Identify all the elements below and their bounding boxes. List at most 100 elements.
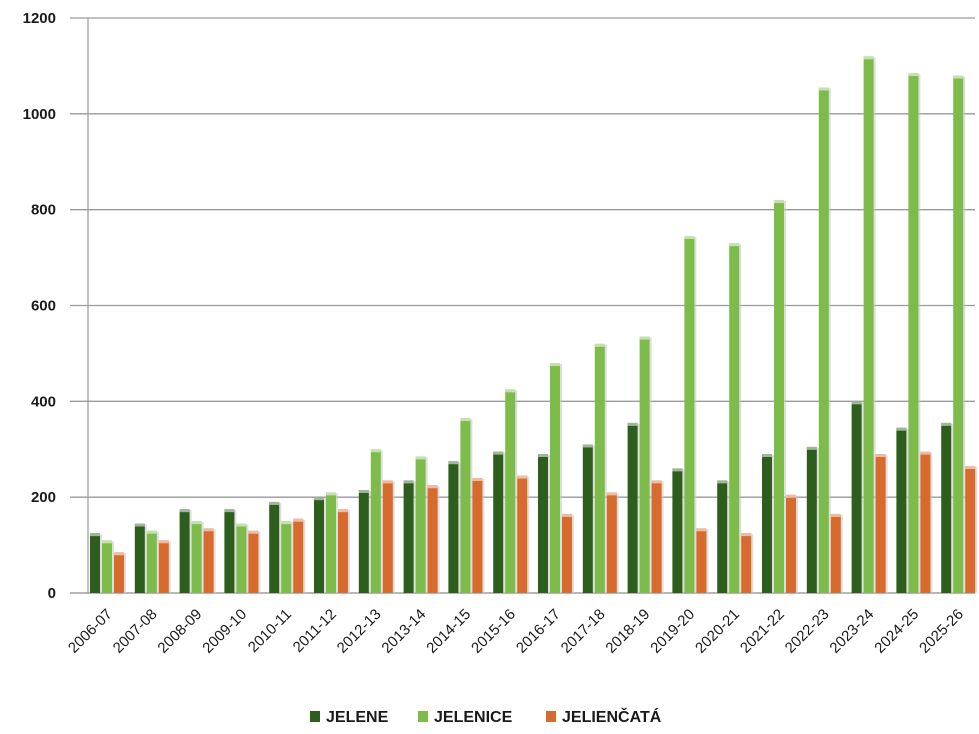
x-tick-label-2024-25: 2024-25 xyxy=(871,606,922,657)
bar-jelenice-2023-24 xyxy=(863,56,874,594)
x-tick-label-2008-09: 2008-09 xyxy=(154,606,205,657)
x-tick-label-2012-13: 2012-13 xyxy=(334,606,385,657)
y-tick-label-600: 600 xyxy=(31,298,56,315)
bar-top-highlight xyxy=(920,451,931,455)
bar-top-highlight xyxy=(517,475,528,479)
bar-jelienčatá-2009-10 xyxy=(248,530,259,593)
bar-jelene-2020-21 xyxy=(717,480,728,593)
bar-top-highlight xyxy=(460,418,471,422)
bar-jelene-2017-18 xyxy=(582,444,593,593)
bar-top-highlight xyxy=(191,521,202,525)
x-tick-label-2007-08: 2007-08 xyxy=(110,606,161,657)
x-tick-label-2016-17: 2016-17 xyxy=(513,606,564,657)
legend-label-jelenice: JELENICE xyxy=(434,709,513,726)
legend-swatch-jelenice xyxy=(418,711,428,722)
bar-jelene-2008-09 xyxy=(179,509,190,593)
bar-jelenice-2022-23 xyxy=(818,87,829,594)
bar-top-highlight xyxy=(953,75,964,79)
bar-jelene-2025-26 xyxy=(941,422,952,593)
bar-top-highlight xyxy=(448,461,459,465)
bar-top-highlight xyxy=(696,528,707,532)
bar-jelienčatá-2013-14 xyxy=(427,485,438,593)
legend-swatch-jelienčatá xyxy=(546,711,556,722)
bar-top-highlight xyxy=(326,492,336,496)
bar-jelienčatá-2014-15 xyxy=(472,478,483,593)
x-tick-label-2019-20: 2019-20 xyxy=(647,606,698,657)
bar-jelienčatá-2021-22 xyxy=(786,494,796,593)
x-tick-label-2015-16: 2015-16 xyxy=(468,606,519,657)
bar-top-highlight xyxy=(102,540,112,544)
bar-top-highlight xyxy=(627,422,638,426)
x-tick-label-2025-26: 2025-26 xyxy=(916,606,967,657)
bar-top-highlight xyxy=(370,449,381,453)
bar-top-highlight xyxy=(594,343,605,347)
bar-jelene-2018-19 xyxy=(627,422,638,593)
bar-top-highlight xyxy=(114,552,124,556)
bar-jelenice-2018-19 xyxy=(639,336,650,593)
bar-jelienčatá-2018-19 xyxy=(651,480,662,593)
bar-jelene-2021-22 xyxy=(762,454,772,593)
bar-top-highlight xyxy=(672,468,683,472)
bar-top-highlight xyxy=(146,530,157,534)
bar-jelienčatá-2016-17 xyxy=(562,513,572,593)
bar-jelenice-2011-12 xyxy=(326,492,336,593)
gridlines xyxy=(70,17,975,594)
bar-jelenice-2019-20 xyxy=(684,236,695,594)
bar-top-highlight xyxy=(505,389,516,393)
bar-top-highlight xyxy=(684,236,695,240)
bar-jelene-2012-13 xyxy=(358,489,369,593)
bar-top-highlight xyxy=(562,513,572,517)
bar-top-highlight xyxy=(651,480,662,484)
bar-jelenice-2017-18 xyxy=(594,343,605,593)
bar-jelenice-2016-17 xyxy=(550,363,560,593)
bar-jelenice-2014-15 xyxy=(460,418,471,593)
legend-label-jelienčatá: JELIENČATÁ xyxy=(562,707,662,726)
bar-top-highlight xyxy=(941,422,952,426)
bar-jelienčatá-2007-08 xyxy=(158,540,169,593)
bar-jelenice-2020-21 xyxy=(729,243,740,594)
bar-top-highlight xyxy=(863,56,874,60)
y-tick-label-1200: 1200 xyxy=(23,10,56,27)
bar-jelienčatá-2020-21 xyxy=(741,533,752,593)
bar-top-highlight xyxy=(472,478,483,481)
bar-top-highlight xyxy=(786,494,796,498)
bar-jelene-2010-11 xyxy=(269,501,280,593)
x-tick-label-2011-12: 2011-12 xyxy=(290,606,340,656)
x-tick-label-2020-21: 2020-21 xyxy=(692,606,743,657)
bar-top-highlight xyxy=(314,497,324,501)
x-tick-label-2014-15: 2014-15 xyxy=(423,606,474,657)
bar-top-highlight xyxy=(293,518,304,522)
bar-top-highlight xyxy=(403,480,414,484)
x-tick-label-2006-07: 2006-07 xyxy=(65,606,116,657)
bar-top-highlight xyxy=(415,456,426,460)
y-tick-label-800: 800 xyxy=(31,202,56,219)
x-axis-tick-labels: 2006-072007-082008-092009-102010-112011-… xyxy=(65,606,967,657)
bar-jelienčatá-2025-26 xyxy=(965,466,976,593)
bar-jelenice-2021-22 xyxy=(774,200,784,594)
bar-jelienčatá-2017-18 xyxy=(606,492,617,593)
x-tick-label-2013-14: 2013-14 xyxy=(378,606,429,657)
bar-jelenice-2008-09 xyxy=(191,521,202,593)
bar-jelene-2009-10 xyxy=(224,509,235,593)
bar-jelienčatá-2022-23 xyxy=(830,513,841,593)
bar-top-highlight xyxy=(493,451,504,455)
x-tick-label-2023-24: 2023-24 xyxy=(826,606,877,657)
x-tick-label-2009-10: 2009-10 xyxy=(199,606,250,657)
bar-top-highlight xyxy=(281,521,292,525)
bar-top-highlight xyxy=(358,489,369,493)
bar-top-highlight xyxy=(908,73,919,77)
x-tick-label-2010-11: 2010-11 xyxy=(245,606,295,656)
x-tick-label-2021-22: 2021-22 xyxy=(737,606,788,657)
bar-top-highlight xyxy=(203,528,214,532)
bar-jelene-2019-20 xyxy=(672,468,683,593)
x-tick-label-2018-19: 2018-19 xyxy=(602,606,653,657)
bar-top-highlight xyxy=(806,446,817,450)
bar-jelienčatá-2010-11 xyxy=(293,518,304,593)
bar-jelenice-2006-07 xyxy=(102,540,112,593)
bar-top-highlight xyxy=(550,363,560,366)
bar-jelene-2023-24 xyxy=(851,401,862,593)
bar-jelene-2016-17 xyxy=(538,454,548,593)
bar-top-highlight xyxy=(741,533,752,537)
bar-top-highlight xyxy=(851,401,862,405)
bar-top-highlight xyxy=(248,530,259,534)
